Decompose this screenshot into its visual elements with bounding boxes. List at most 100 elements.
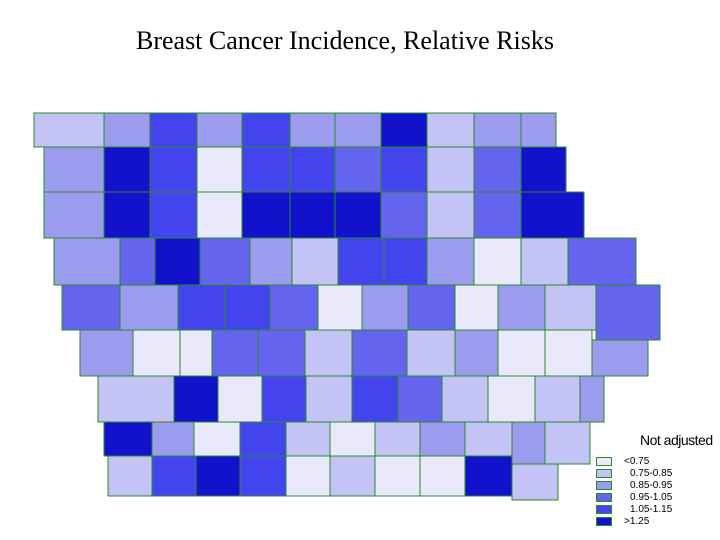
legend-swatch	[596, 493, 612, 502]
county	[305, 375, 353, 423]
county	[289, 191, 336, 239]
county	[426, 237, 475, 286]
county	[43, 146, 105, 193]
legend-label: <0.75	[624, 456, 650, 467]
map-legend: Not adjusted <0.75 0.75-0.85 0.85-0.95 0…	[596, 432, 718, 536]
county	[53, 237, 121, 286]
county	[441, 375, 489, 423]
county	[317, 284, 363, 331]
legend-swatch	[596, 457, 612, 466]
county	[473, 237, 522, 286]
county	[97, 375, 175, 423]
county	[211, 329, 259, 377]
county	[151, 455, 197, 497]
county	[132, 329, 181, 377]
legend-title: Not adjusted	[640, 432, 713, 448]
county	[151, 421, 195, 457]
county	[464, 455, 513, 497]
county	[407, 284, 456, 331]
legend-swatch	[596, 505, 612, 514]
county	[351, 375, 399, 423]
county	[380, 146, 428, 193]
county	[334, 191, 382, 239]
county	[79, 329, 134, 377]
county	[43, 191, 105, 239]
county	[199, 237, 251, 286]
county	[224, 284, 271, 331]
county	[103, 112, 151, 148]
county	[380, 191, 428, 239]
county	[473, 146, 522, 193]
county	[397, 375, 443, 423]
county	[406, 329, 456, 377]
county	[239, 421, 287, 457]
county	[579, 375, 605, 423]
county	[567, 237, 637, 286]
county	[119, 284, 179, 331]
county	[241, 146, 291, 193]
county	[241, 112, 291, 148]
legend-label: 0.85-0.95	[630, 480, 673, 491]
county	[103, 146, 151, 193]
county	[177, 284, 226, 331]
county	[289, 112, 336, 148]
county	[544, 284, 597, 331]
county	[173, 375, 219, 423]
county	[544, 421, 591, 465]
county	[285, 421, 331, 457]
county	[511, 463, 559, 501]
county	[334, 112, 382, 148]
county	[534, 375, 581, 423]
map-title: Breast Cancer Incidence, Relative Risks	[135, 26, 555, 55]
county	[103, 421, 153, 457]
county	[269, 284, 319, 331]
county	[520, 146, 567, 193]
county	[351, 329, 408, 377]
county	[419, 455, 466, 497]
county	[241, 191, 291, 239]
county	[195, 455, 241, 497]
county	[426, 112, 475, 148]
county	[33, 112, 105, 148]
county	[454, 284, 499, 331]
county	[419, 421, 466, 457]
county	[61, 284, 121, 331]
legend-label: 1.05-1.15	[630, 504, 673, 515]
county	[426, 191, 475, 239]
county	[149, 112, 198, 148]
legend-swatch	[596, 481, 612, 490]
county	[329, 421, 376, 457]
county	[149, 146, 198, 193]
county	[196, 191, 243, 239]
county	[337, 237, 385, 286]
county	[473, 112, 522, 148]
county	[544, 329, 593, 377]
legend-label: 0.95-1.05	[630, 492, 673, 503]
county	[464, 421, 513, 457]
legend-swatch	[596, 469, 612, 478]
county	[196, 146, 243, 193]
county	[329, 455, 376, 497]
legend-label: 0.75-0.85	[630, 468, 673, 479]
county	[149, 191, 198, 239]
county	[249, 237, 293, 286]
county	[154, 237, 201, 286]
county	[520, 112, 557, 148]
county	[374, 421, 421, 457]
county	[361, 284, 409, 331]
county	[239, 455, 287, 497]
county	[217, 375, 263, 423]
county	[454, 329, 499, 377]
county	[179, 329, 213, 377]
county	[193, 421, 241, 457]
county	[487, 375, 536, 423]
legend-label: >1.25	[624, 516, 650, 527]
county	[304, 329, 353, 377]
county	[473, 191, 522, 239]
county	[289, 146, 336, 193]
county	[511, 421, 546, 465]
county	[426, 146, 475, 193]
county	[380, 112, 428, 148]
county	[520, 237, 569, 286]
county	[196, 112, 243, 148]
